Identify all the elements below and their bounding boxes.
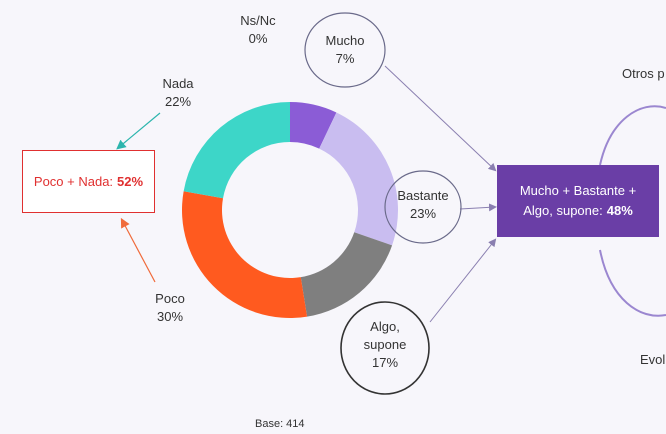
donut-segment: [290, 102, 337, 149]
segment-label: Algo, supone 17%: [357, 318, 413, 372]
arrow: [599, 249, 666, 317]
donut-segment: [183, 102, 290, 199]
segment-label: Nada 22%: [143, 75, 213, 111]
category-label: Poco: [155, 291, 185, 306]
category-label: Ns/Nc: [240, 13, 276, 28]
donut-segment: [300, 232, 393, 317]
value-label: 30%: [156, 309, 184, 324]
annotation-highlight: 48%: [606, 203, 633, 218]
side-text: Evol: [640, 352, 666, 367]
value-label: 23%: [409, 206, 437, 221]
value-label: 22%: [164, 94, 192, 109]
value-label: 17%: [371, 355, 399, 370]
arrow: [384, 65, 497, 172]
donut-segment: [319, 112, 399, 246]
arrow: [459, 203, 497, 212]
category-label: Nada: [162, 76, 194, 91]
scribble-circle: [384, 170, 462, 244]
value-label: 7%: [335, 51, 355, 66]
arrow: [429, 238, 497, 323]
arrow: [599, 105, 666, 166]
side-text: Otros p: [622, 66, 665, 81]
donut-segment: [182, 191, 308, 318]
category-label: Mucho: [325, 33, 365, 48]
segment-label: Ns/Nc 0%: [223, 12, 293, 48]
donut: [182, 102, 399, 318]
base-note: Base: 414: [255, 418, 305, 430]
arrow: [120, 217, 156, 283]
segment-label: Mucho 7%: [310, 32, 380, 68]
scribble-circle: [340, 301, 430, 395]
segment-label: Poco 30%: [135, 290, 205, 326]
category-label: Algo, supone: [363, 319, 407, 352]
annotation-box: Poco + Nada: 52%: [22, 150, 155, 213]
scribble-circle: [304, 12, 386, 88]
annotation-text: Mucho + Bastante + Algo, supone:: [519, 183, 637, 218]
arrow: [116, 112, 161, 150]
annotation-highlight: 52%: [117, 174, 144, 189]
category-label: Bastante: [397, 188, 449, 203]
value-label: 0%: [248, 31, 268, 46]
annotation-box: Mucho + Bastante + Algo, supone: 48%: [497, 165, 659, 237]
segment-label: Bastante 23%: [388, 187, 458, 223]
annotation-text: Poco + Nada:: [33, 174, 114, 189]
